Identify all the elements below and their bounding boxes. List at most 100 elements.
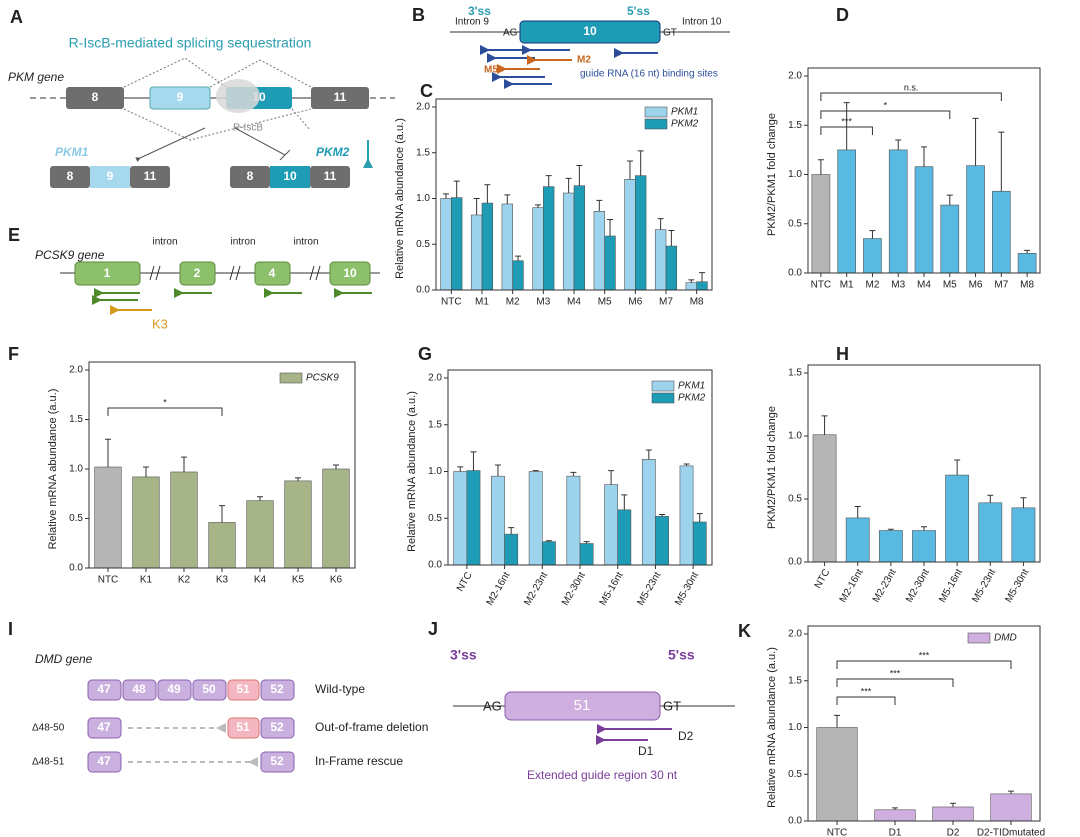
x-tick-label: NTC [98, 575, 119, 586]
error-bar [295, 477, 301, 481]
gene-label: PKM gene [8, 70, 64, 84]
y-tick-label: 1.5 [788, 675, 802, 686]
caption: guide RNA (16 nt) binding sites [580, 69, 718, 80]
y-tick-label: 0.5 [428, 513, 442, 524]
error-bar [143, 466, 149, 477]
bar [440, 198, 452, 291]
bar [912, 530, 936, 563]
error-bar [508, 527, 515, 535]
panel-label: J [428, 619, 438, 639]
bar [604, 484, 619, 566]
gene-label: DMD gene [35, 652, 93, 666]
error-bar [607, 219, 614, 237]
x-tick-label: K1 [140, 575, 153, 586]
error-bar [333, 464, 339, 469]
error-bar [637, 150, 644, 176]
panel-b: B Intron 9 3'ss AG 10 GT 5'ss Intron 10 … [412, 4, 730, 89]
guide-label: D2 [678, 729, 694, 743]
intron-label: Intron 10 [682, 17, 722, 28]
error-bar [494, 464, 501, 477]
error-bar [1020, 497, 1027, 508]
breaks [149, 265, 321, 281]
exon-label: 2 [194, 266, 201, 280]
bar [322, 468, 350, 569]
y-tick-label: 1.0 [428, 466, 442, 477]
y-tick-label: 0.5 [788, 769, 802, 780]
inhibit [234, 127, 291, 161]
ss-label: 5'ss [627, 4, 650, 18]
significance-bracket [820, 92, 1002, 101]
error-bar [565, 177, 572, 194]
panel-label: A [10, 7, 23, 27]
ss-label: 3'ss [450, 647, 477, 663]
bar [837, 149, 856, 274]
bar [132, 476, 160, 569]
bar [878, 530, 903, 563]
y-tick-label: 1.0 [788, 722, 802, 733]
legend-swatch [279, 372, 303, 384]
exon-label: 10 [583, 24, 597, 38]
bar [888, 149, 908, 274]
bar [481, 202, 494, 291]
error-bar [576, 165, 583, 186]
enzyme-label: R-IscB [233, 123, 263, 134]
bar [932, 806, 974, 822]
exon-label: 9 [107, 169, 114, 183]
guide-label: M2 [577, 55, 591, 66]
exon [311, 87, 369, 109]
error-bar [473, 198, 480, 215]
error-bar [453, 180, 460, 198]
error-bar [657, 218, 664, 230]
x-tick-label: NTC [441, 297, 462, 308]
x-tick-label: K5 [292, 575, 305, 586]
panel-label: C [420, 81, 433, 101]
x-tick-label: NTC [827, 828, 848, 837]
y-tick-label: 1.5 [788, 120, 802, 131]
bar [811, 174, 831, 274]
legend-swatch [967, 632, 991, 644]
significance-label: *** [890, 668, 901, 678]
panel-label: B [412, 5, 425, 25]
exon-label: 8 [247, 169, 254, 183]
error-bar [821, 415, 828, 435]
error-bar [257, 496, 263, 501]
x-tick-label: K4 [254, 575, 267, 586]
y-tick-label: 0.0 [428, 560, 442, 571]
bar [501, 203, 513, 291]
exon [130, 166, 170, 188]
y-tick-label: 0.0 [788, 268, 802, 279]
bar [453, 471, 468, 566]
x-tick-label: M4 [917, 280, 931, 291]
exon [270, 166, 310, 188]
gene-label: PCSK9 gene [35, 248, 105, 262]
x-tick-label: M2-30nt [904, 567, 932, 604]
exon [66, 87, 124, 109]
exon [90, 166, 130, 188]
bar [208, 522, 236, 569]
bar [1011, 507, 1036, 563]
exon-label: 11 [324, 169, 337, 183]
row-label: In-Frame rescue [315, 754, 403, 768]
intron-label: intron [293, 237, 318, 248]
error-bar [668, 230, 675, 247]
error-bar [534, 204, 541, 208]
title: R-IscB-mediated splicing sequestration [69, 35, 312, 51]
bar [512, 260, 524, 291]
bar [566, 475, 581, 566]
bar [284, 480, 312, 569]
bar [579, 543, 594, 566]
exon-label: 1 [104, 266, 111, 280]
exon [310, 166, 350, 188]
intron-label: Intron 9 [455, 17, 489, 28]
bar [812, 434, 837, 563]
exon-label: 52 [270, 720, 284, 734]
x-tick-label: NTC [455, 570, 475, 593]
error-bar [105, 438, 111, 468]
significance-bracket [836, 660, 1012, 669]
bar [94, 466, 122, 569]
plot-frame [807, 625, 1041, 822]
exon-label: 48 [132, 682, 146, 696]
error-bar [181, 456, 187, 472]
legend-label: PKM1 [671, 107, 698, 118]
error-bar [696, 513, 703, 522]
